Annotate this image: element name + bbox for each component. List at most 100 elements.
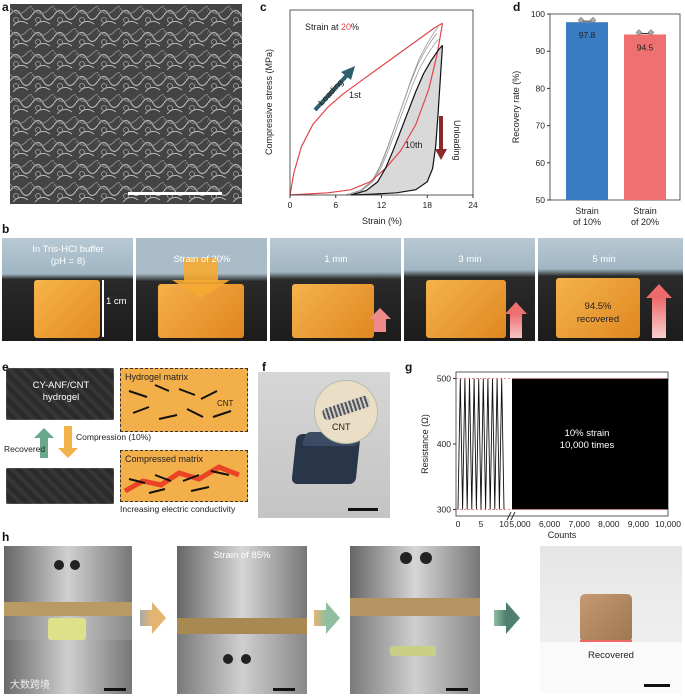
panel-label-e: e (2, 360, 9, 374)
recover-arrow (40, 436, 48, 458)
frame-compressed: Strain of 20% (136, 238, 267, 341)
chart-g: 300 400 500 0 5 10 5,000 6,000 7,000 8,000 9,000 1… (420, 371, 681, 540)
chart-d-ytick-label: 80 (536, 83, 546, 93)
chart-g-xtick-label: 10 (499, 519, 509, 529)
panel-label-b: b (2, 222, 10, 236)
chart-g-xtick-label: 5,000 (509, 519, 531, 529)
frame4-text: 3 min (458, 254, 482, 265)
first-loading-curve (289, 22, 443, 196)
chart-d-bar (624, 34, 666, 201)
recovery-arrow (510, 314, 522, 338)
scale-label: 1 cm (106, 296, 127, 307)
chart-d-value-label: 94.5 (637, 42, 654, 52)
recovery-arrow (374, 318, 386, 332)
intermediate-cycle-curve (346, 38, 439, 196)
loading-label: Loading (316, 77, 345, 107)
hydrogel-label: CY-ANF/CNT hydrogel (32, 380, 90, 403)
scale-bar (644, 684, 670, 687)
hydrogel-sample (580, 594, 632, 642)
compression-arrow (184, 258, 218, 282)
unloading-arrow (435, 116, 447, 160)
chart-g-axis-break (510, 511, 516, 521)
first-cycle-label: 1st (349, 90, 362, 100)
chart-d-value-label: 97.8 (579, 30, 596, 40)
chart-g-xtick-label: 9,000 (628, 519, 650, 529)
compressed-matrix-box: Compressed matrix (120, 450, 248, 502)
scale-bar (348, 508, 378, 511)
chart-g-cycle-line (457, 378, 505, 510)
chart-g-ylabel: Resistance (Ω) (420, 414, 430, 474)
recovered-label: Recovered (4, 444, 46, 454)
frame-5min: 5 min 94.5% recovered (538, 238, 683, 341)
hydrogel-block-bottom (6, 468, 114, 504)
h-photo-compressed: Strain of 85% (177, 546, 307, 694)
arrow-3 (494, 610, 506, 626)
hydrogel-sample (556, 278, 640, 338)
chart-d-ytick-label: 90 (536, 46, 546, 56)
frame2-text: Strain of 20% (173, 254, 231, 265)
chart-c-ylabel: Compressive stress (MPa) (264, 49, 274, 155)
hydrogel-sample (390, 646, 436, 656)
chart-d-ytick-label: 100 (531, 9, 545, 19)
tenth-loading-curve (350, 44, 443, 196)
chart-c-xtick-label: 24 (468, 200, 478, 210)
h-photo-released (350, 546, 480, 694)
chart-g-annotation: 10% strain 10,000 times (560, 428, 615, 451)
recovery-photo-strip: In Tris-HCl buffer (pH = 8) 1 cm Strain o… (2, 238, 683, 341)
chart-d-ylabel: Recovery rate (%) (511, 71, 521, 144)
tenth-cycle-label: 10th (405, 140, 423, 150)
hydrogel-matrix-box: Hydrogel matrix CNT (120, 368, 248, 432)
chart-c: Strain at 20% Loading 1st 10th Unloading… (264, 9, 478, 226)
chart-d-ytick-label: 70 (536, 121, 546, 131)
frame-1min: 1 min (270, 238, 401, 341)
hysteresis-area (351, 45, 443, 195)
panel-label-g: g (405, 360, 413, 374)
loading-arrow (313, 66, 355, 112)
panel-label-f: f (262, 360, 266, 374)
panel-label-h: h (2, 530, 10, 544)
chart-d: 50 60 70 80 90 100 97.8 94.5 Recovery rate (%)… (511, 9, 681, 227)
chart-g-xtick-label: 0 (456, 519, 461, 529)
chart-c-xlabel: Strain (%) (362, 216, 402, 226)
recovered-text: Recovered (588, 650, 634, 661)
unloading-label: Unloading (452, 120, 462, 161)
chart-c-xtick-label: 0 (288, 200, 293, 210)
chart-d-cat1: Strain of 10% (573, 206, 601, 227)
chart-c-annotation: Strain at 20% (305, 22, 359, 32)
chart-c-xtick-label: 6 (333, 200, 338, 210)
chart-d-ytick-label: 50 (536, 195, 546, 205)
scale-bar (446, 688, 468, 691)
hydrogel-block-top (6, 368, 114, 420)
compress-arrow (64, 426, 72, 448)
chart-g-ytick-label: 500 (437, 374, 451, 384)
chart-d-datapoint (635, 29, 643, 36)
chart-d-frame (549, 13, 681, 201)
panel-label-c: c (260, 0, 267, 14)
chart-c-xtick-label: 12 (377, 200, 387, 210)
tenth-unloading-curve (350, 45, 444, 196)
watermark: 大数跨境 (10, 680, 50, 691)
frame-3min: 3 min (404, 238, 535, 341)
sem-micrograph (10, 4, 242, 204)
frame1-text: In Tris-HCl buffer (pH = 8) (32, 244, 104, 267)
scale-bar (273, 688, 295, 691)
hydrogel-sample (34, 280, 100, 338)
panel-label-a: a (2, 0, 9, 14)
h-photo-recovered: Recovered (540, 546, 682, 694)
chart-g-xtick-label: 7,000 (569, 519, 591, 529)
chart-g-xlabel: Counts (548, 530, 577, 540)
cnt-label: CNT (332, 422, 351, 432)
chart-g-xtick-label: 8,000 (598, 519, 620, 529)
hydrogel-sample (48, 618, 86, 640)
recovery-arrow (652, 298, 666, 338)
compression-label: Compression (10%) (76, 432, 152, 442)
chart-d-datapoint (577, 16, 585, 24)
chart-g-xtick-label: 10,000 (655, 519, 681, 529)
hydrogel-sample (292, 284, 374, 338)
chart-d-datapoint (589, 16, 597, 24)
schematic-e: CY-ANF/CNT hydrogel Hydrogel matrix CNT C… (2, 362, 250, 520)
scale-bar (128, 192, 222, 195)
chart-c-xtick-label: 18 (423, 200, 433, 210)
chart-d-ytick-label: 60 (536, 158, 546, 168)
sem-texture (10, 4, 242, 204)
